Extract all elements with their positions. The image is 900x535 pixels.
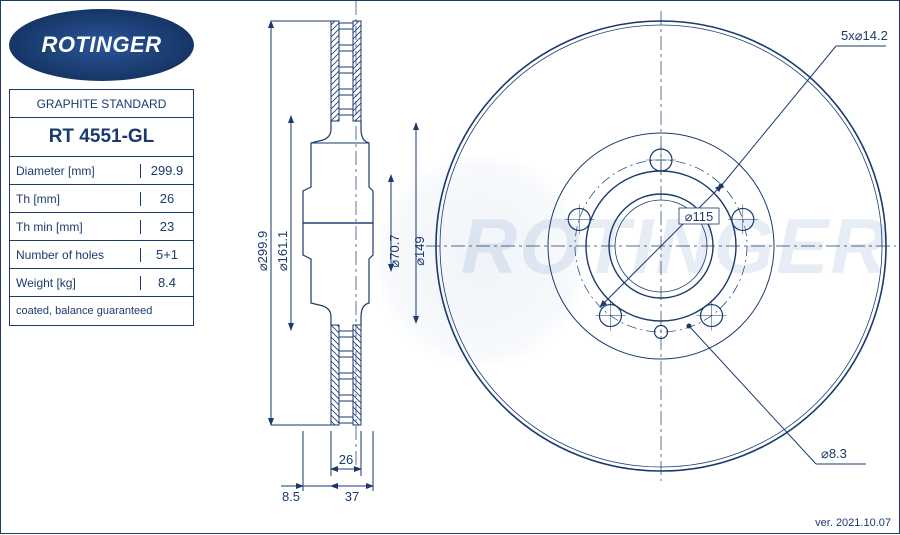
spec-part-number: RT 4551-GL [10,118,193,157]
table-row: Weight [kg]8.4 [10,269,193,297]
dim-thickness: 26 [339,452,353,467]
pcd-text: ⌀115 [685,209,714,224]
bolt-callout-text: 5x⌀14.2 [841,28,888,43]
dim-offset: 8.5 [282,489,300,504]
pilot-callout-text: ⌀8.3 [821,446,847,461]
brand-logo: ROTINGER ® [9,9,194,81]
dim-step-dia: ⌀161.1 [275,231,290,271]
table-row: Diameter [mm]299.9 [10,157,193,185]
spec-note: coated, balance guaranteed [10,297,193,325]
dim-outer-dia: ⌀299.9 [255,231,270,271]
dim-hub-dia: ⌀70.7 [387,234,402,267]
dim-face-dia: ⌀149 [412,236,427,266]
logo-mark: ® [177,17,184,28]
dim-flange: 37 [345,489,359,504]
spec-standard: GRAPHITE STANDARD [10,90,193,118]
table-row: Number of holes5+1 [10,241,193,269]
side-profile: ⌀299.9 ⌀161.1 ⌀70.7 ⌀149 8.5 [255,1,427,504]
table-row: Th [mm]26 [10,185,193,213]
drawing-area: ROTINGER [201,1,899,533]
version-label: ver. 2021.10.07 [815,517,891,529]
spec-table: GRAPHITE STANDARD RT 4551-GL Diameter [m… [9,89,194,326]
pilot-callout: ⌀8.3 [687,324,867,465]
logo-text: ROTINGER [41,32,161,58]
bolt-callout: 5x⌀14.2 [719,28,888,189]
table-row: Th min [mm]23 [10,213,193,241]
technical-drawing: ⌀299.9 ⌀161.1 ⌀70.7 ⌀149 8.5 [201,1,900,535]
